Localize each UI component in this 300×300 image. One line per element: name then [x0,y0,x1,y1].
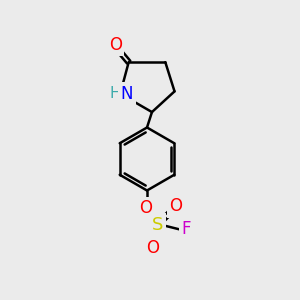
Text: O: O [146,239,160,257]
Text: F: F [181,220,191,238]
Text: O: O [169,197,183,215]
Text: O: O [139,200,152,217]
Text: H: H [109,86,121,101]
Text: O: O [109,36,122,54]
Text: S: S [152,216,163,234]
Text: N: N [121,85,133,103]
